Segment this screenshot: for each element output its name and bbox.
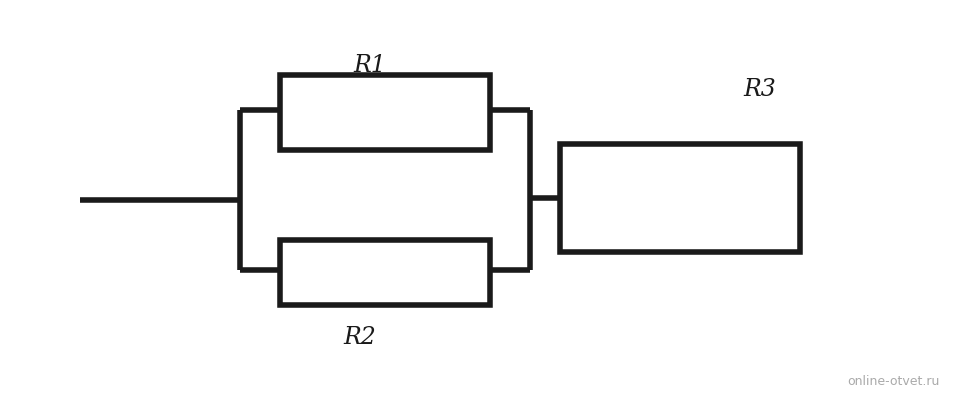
Text: R2: R2 [343, 326, 376, 350]
Bar [560, 144, 800, 252]
Text: R1: R1 [354, 54, 386, 76]
Text: R3: R3 [743, 78, 777, 102]
Text: online-otvet.ru: online-otvet.ru [848, 375, 940, 388]
Bar [280, 240, 490, 305]
Bar [280, 75, 490, 150]
